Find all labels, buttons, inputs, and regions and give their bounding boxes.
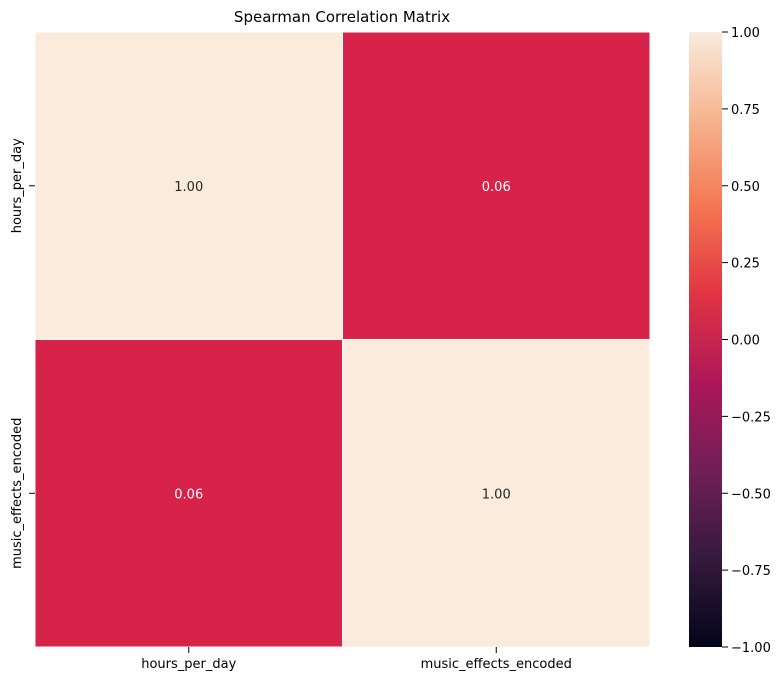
x-tick-label: music_effects_encoded	[421, 657, 572, 672]
chart-title: Spearman Correlation Matrix	[234, 8, 450, 26]
colorbar-tick-label: −0.75	[731, 564, 771, 579]
heatmap-cell	[34, 339, 343, 648]
cell-annotations: 1.00 0.06 0.06 1.00	[174, 180, 510, 503]
colorbar-tick-label: 0.75	[731, 103, 760, 118]
colorbar-tick-label: −0.25	[731, 410, 771, 425]
x-axis: hours_per_day music_effects_encoded	[141, 647, 572, 672]
heatmap-cell	[34, 31, 343, 340]
colorbar-axis: 1.00 0.75 0.50 0.25 0.00 −0.25 −0.50 −0.75 −1.00	[722, 26, 771, 656]
y-tick-label: music_effects_encoded	[10, 418, 25, 569]
colorbar-tick-label: 0.00	[731, 334, 760, 349]
cell-annotation: 0.06	[482, 180, 511, 195]
colorbar-tick-label: 1.00	[731, 26, 760, 41]
colorbar-tick-label: −0.50	[731, 487, 771, 502]
cell-annotation: 0.06	[174, 487, 203, 502]
y-axis: hours_per_day music_effects_encoded	[10, 138, 35, 569]
heatmap-cell	[342, 339, 651, 648]
heatmap-cell	[342, 31, 651, 340]
y-tick-label: hours_per_day	[10, 138, 25, 233]
x-tick-label: hours_per_day	[141, 657, 236, 672]
cell-annotation: 1.00	[482, 487, 511, 502]
colorbar-tick-label: 0.25	[731, 257, 760, 272]
colorbar	[689, 32, 722, 647]
heatmap-cells	[34, 31, 651, 648]
colorbar-tick-label: 0.50	[731, 180, 760, 195]
colorbar-tick-label: −1.00	[731, 641, 771, 656]
cell-annotation: 1.00	[174, 180, 203, 195]
